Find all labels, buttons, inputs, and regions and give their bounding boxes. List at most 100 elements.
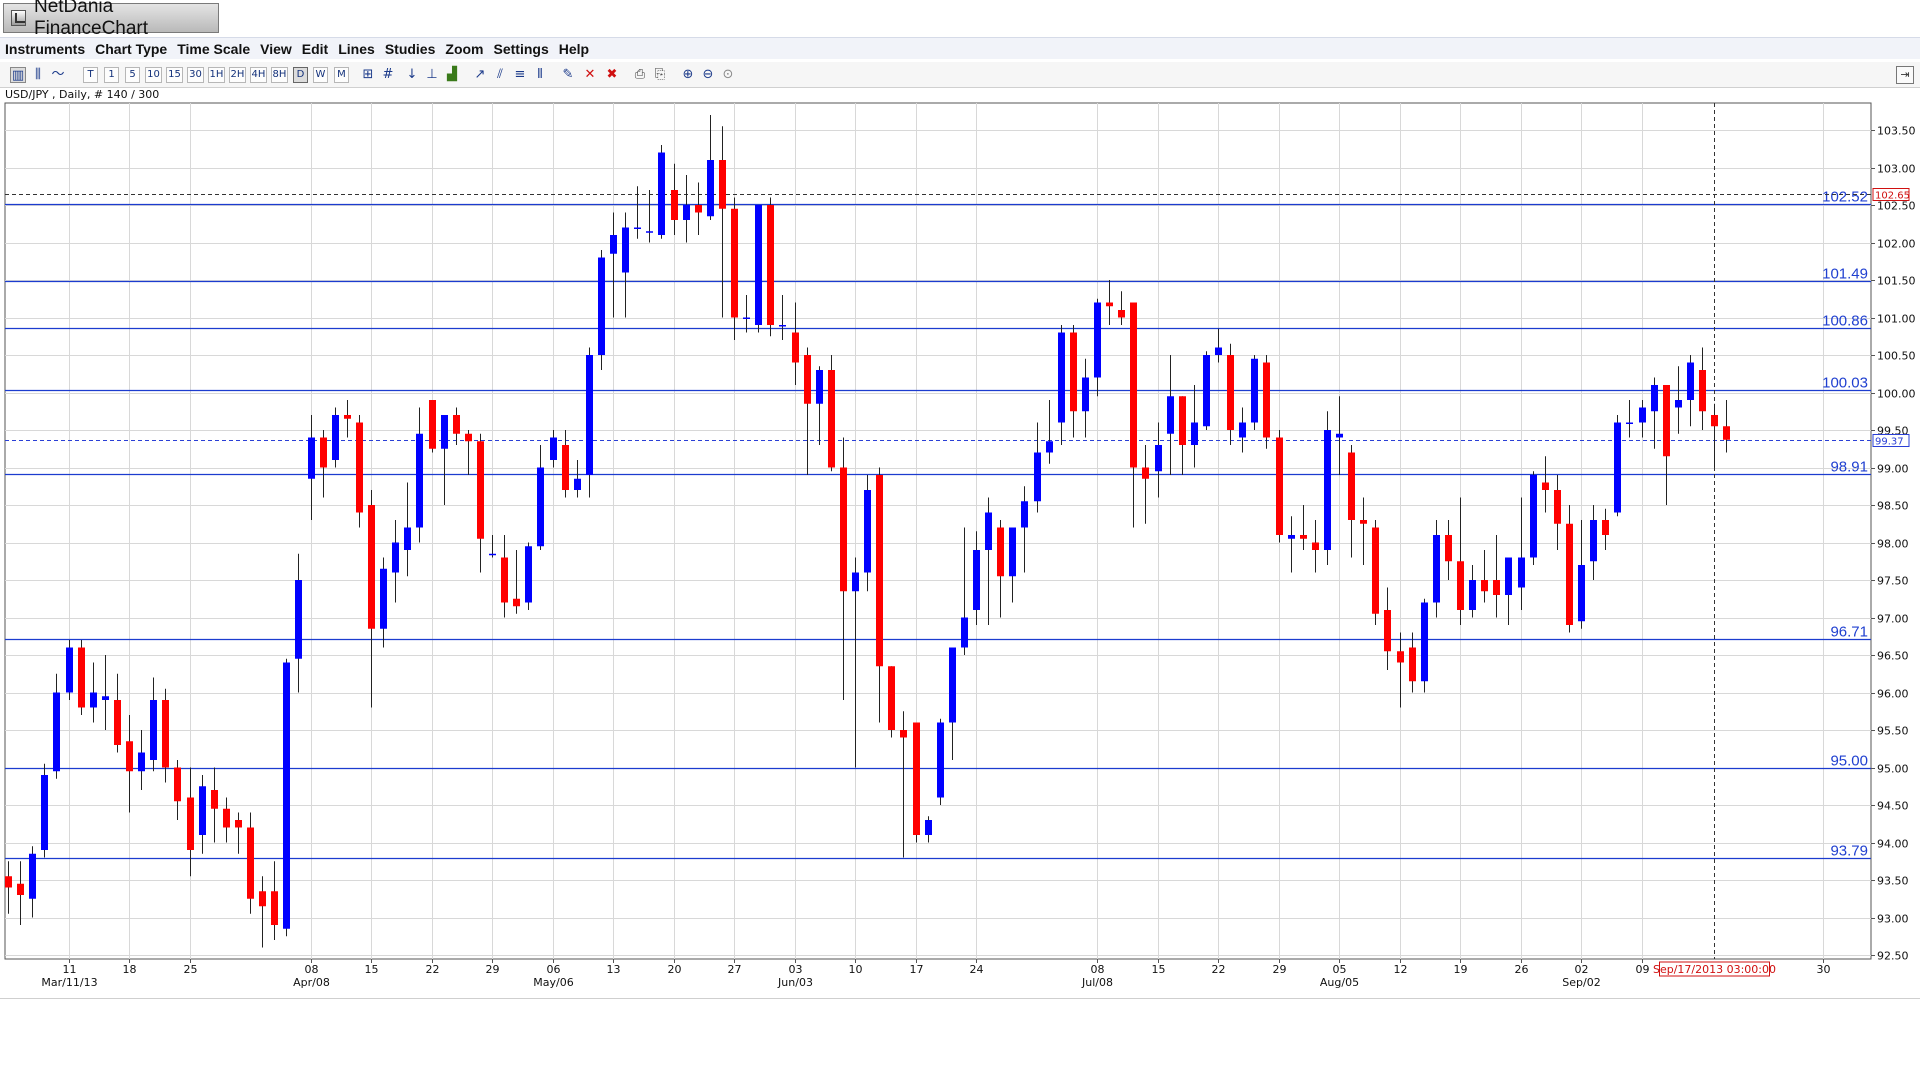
window-tab[interactable]: NetDania FinanceChart: [3, 0, 219, 39]
timescale-monthly-button[interactable]: M: [334, 67, 349, 83]
y-tick-label: 92.50: [1877, 950, 1909, 963]
x-tick-label: 25: [184, 963, 198, 976]
menu-lines[interactable]: Lines: [338, 40, 375, 57]
candle-down: [126, 741, 133, 772]
menu-instruments[interactable]: Instruments: [5, 40, 86, 57]
candle-up: [1336, 433, 1343, 438]
candle-up: [1433, 535, 1440, 603]
candle-down: [1409, 647, 1416, 682]
y-tick-label: 102.50: [1877, 200, 1916, 213]
candle-up: [1191, 422, 1198, 445]
support-resistance-label: 101.49: [1822, 266, 1868, 283]
candle-up: [574, 478, 581, 490]
candle-up: [102, 696, 109, 700]
timescale-10m-button[interactable]: 10: [145, 67, 162, 83]
delete-all-icon[interactable]: ✖: [606, 67, 618, 82]
print-preview-icon[interactable]: ⎘: [654, 67, 666, 82]
timescale-2h-button[interactable]: 2H: [229, 67, 246, 83]
menu-edit[interactable]: Edit: [301, 40, 329, 57]
support-resistance-label: 98.91: [1830, 459, 1868, 476]
trendline-icon[interactable]: ↗: [474, 67, 486, 82]
x-tick-label: 29: [1273, 963, 1287, 976]
x-tick-label: 03: [789, 963, 803, 976]
x-tick-label: 12: [1394, 963, 1408, 976]
candle-down: [1711, 415, 1718, 427]
indicator-icon[interactable]: ⊥: [426, 67, 438, 82]
pen-icon[interactable]: ✎: [562, 67, 574, 82]
x-tick-label: 05: [1333, 963, 1347, 976]
menu-chart-type[interactable]: Chart Type: [95, 40, 168, 57]
channel-icon[interactable]: ⫽: [497, 67, 503, 82]
arrow-down-icon[interactable]: ↓: [406, 67, 418, 82]
timescale-weekly-button[interactable]: W: [313, 67, 328, 83]
candle-down: [804, 355, 811, 404]
menu-zoom[interactable]: Zoom: [445, 40, 484, 57]
candle-down: [465, 433, 472, 442]
timescale-tick-button[interactable]: T: [83, 67, 98, 83]
candle-up: [779, 325, 786, 327]
candle-up: [1687, 362, 1694, 400]
candle-down: [247, 827, 254, 899]
timescale-1m-button[interactable]: 1: [104, 67, 119, 83]
candle-up: [1469, 580, 1476, 610]
menu-time-scale[interactable]: Time Scale: [177, 40, 251, 57]
volume-icon[interactable]: ▟: [447, 67, 457, 82]
menu-studies[interactable]: Studies: [384, 40, 436, 57]
collapse-icon[interactable]: ⇥: [1896, 66, 1914, 84]
x-tick-label: 26: [1515, 963, 1529, 976]
candle-up: [985, 512, 992, 550]
candle-up: [283, 662, 290, 929]
zoom-out-icon[interactable]: ⊖: [702, 67, 714, 82]
timescale-daily-button[interactable]: D: [293, 67, 308, 83]
menu-view[interactable]: View: [260, 40, 292, 57]
y-tick-label: 96.00: [1877, 688, 1909, 701]
fibonacci-icon[interactable]: ≡: [514, 67, 526, 82]
line-chart-icon[interactable]: 〜: [51, 67, 65, 82]
candle-down: [1070, 332, 1077, 412]
delete-icon[interactable]: ✕: [584, 67, 596, 82]
cycle-lines-icon[interactable]: ⦀: [537, 67, 543, 82]
x-tick-label: 30: [1817, 963, 1831, 976]
menu-settings[interactable]: Settings: [493, 40, 549, 57]
timescale-8h-button[interactable]: 8H: [271, 67, 288, 83]
candle-down: [5, 876, 12, 888]
candle-down: [344, 415, 351, 419]
x-tick-label: 13: [607, 963, 621, 976]
grid-icon[interactable]: #: [382, 67, 394, 82]
candle-up: [743, 317, 750, 319]
timescale-4h-button[interactable]: 4H: [250, 67, 267, 83]
timescale-15m-button[interactable]: 15: [166, 67, 183, 83]
candle-down: [1602, 520, 1609, 535]
candle-down: [719, 160, 726, 209]
candle-down: [211, 790, 218, 809]
x-tick-label: 15: [365, 963, 379, 976]
candle-down: [368, 505, 375, 629]
bar-chart-icon[interactable]: ⫼: [35, 67, 41, 82]
cursor-date-box: [1659, 961, 1770, 977]
zoom-in-icon[interactable]: ⊕: [682, 67, 694, 82]
candle-down: [1118, 310, 1125, 318]
timescale-1h-button[interactable]: 1H: [208, 67, 225, 83]
x-tick-label: 18: [123, 963, 137, 976]
candle-up: [1215, 347, 1222, 355]
y-tick-label: 94.50: [1877, 800, 1909, 813]
x-month-label: May/06: [533, 976, 573, 989]
candle-down: [429, 400, 436, 449]
plot-area: [4, 102, 1872, 960]
support-resistance-label: 100.03: [1822, 375, 1868, 392]
print-icon[interactable]: ⎙: [634, 67, 646, 82]
x-month-label: Jun/03: [777, 976, 813, 989]
candlestick-chart-icon[interactable]: ▥: [10, 67, 26, 83]
y-tick-label: 97.00: [1877, 613, 1909, 626]
candle-up: [683, 205, 690, 220]
zoom-reset-icon[interactable]: ⊙: [722, 67, 734, 82]
timescale-5m-button[interactable]: 5: [125, 67, 140, 83]
candle-down: [997, 527, 1004, 577]
crosshair-icon[interactable]: ⊞: [362, 67, 374, 82]
menu-help[interactable]: Help: [558, 40, 590, 57]
support-resistance-label: 96.71: [1830, 624, 1868, 641]
timescale-30m-button[interactable]: 30: [187, 67, 204, 83]
candle-up: [1578, 565, 1585, 622]
candle-up: [1421, 602, 1428, 682]
